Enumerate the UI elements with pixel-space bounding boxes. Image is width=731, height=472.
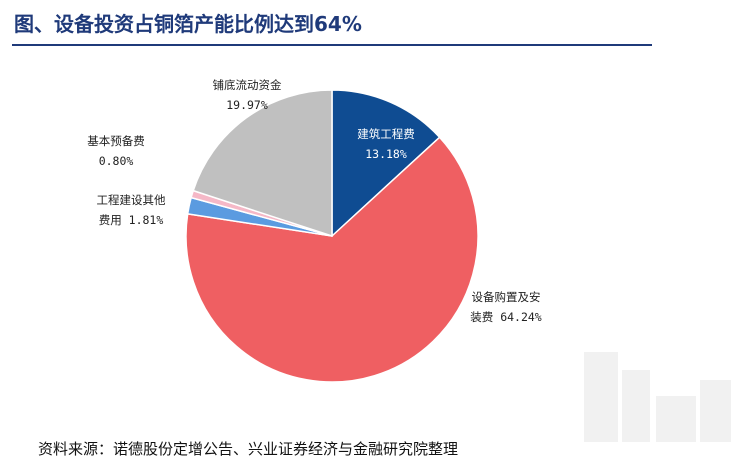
slice-label: 设备购置及安装费 64.24%: [470, 290, 542, 324]
title-divider: [12, 44, 652, 46]
background-building-2: [622, 370, 650, 442]
background-building-4: [700, 380, 731, 442]
slice-label: 建筑工程费 13.18%: [357, 127, 415, 161]
slice-label: 铺底流动资金 19.97%: [213, 78, 282, 112]
source-note: 资料来源：诺德股份定增公告、兴业证券经济与金融研究院整理: [38, 440, 459, 458]
pie-slice: [185, 136, 479, 383]
pie-labels: 建筑工程费 13.18% 设备购置及安装费 64.24% 工程建设其他费用 1.81%…: [87, 78, 542, 324]
chart-title: 图、设备投资占铜箔产能比例达到64%: [14, 12, 362, 36]
pie-slices: [185, 89, 479, 383]
background-building-3: [656, 396, 696, 442]
slice-label: 工程建设其他费用 1.81%: [97, 193, 166, 227]
slice-label: 基本预备费 0.80%: [87, 134, 145, 168]
pie-slice: [331, 89, 441, 238]
background-building-1: [584, 352, 618, 442]
pie-slice: [192, 89, 333, 238]
